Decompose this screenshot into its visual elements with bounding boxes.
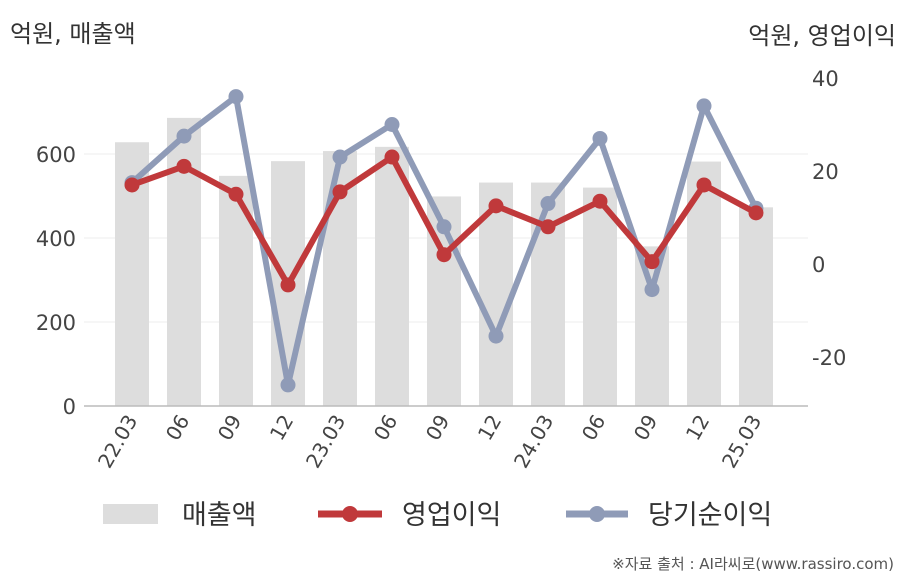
x-tick-label: 12 (473, 411, 507, 445)
right-tick-label: 0 (812, 253, 825, 277)
point-당기순이익-8 (540, 196, 556, 212)
point-당기순이익-11 (696, 98, 712, 114)
point-당기순이익-7 (488, 328, 504, 344)
point-당기순이익-2 (228, 89, 244, 105)
point-당기순이익-6 (436, 219, 452, 235)
legend-label-line-0: 영업이익 (402, 500, 501, 531)
point-영업이익-11 (696, 177, 712, 193)
bar-25.03 (739, 207, 773, 406)
source-credit: ※자료 출처 : AI라씨로(www.rassiro.com) (612, 555, 894, 573)
point-영업이익-0 (124, 177, 140, 193)
legend-label-bar: 매출액 (182, 500, 257, 531)
x-tick-label: 24.03 (509, 411, 558, 473)
point-당기순이익-3 (280, 377, 296, 393)
point-영업이익-12 (748, 205, 764, 221)
right-axis-unit-label: 억원, 영업이익 (748, 22, 896, 50)
point-영업이익-6 (436, 247, 452, 263)
point-당기순이익-4 (332, 149, 348, 165)
x-tick-label: 25.03 (717, 411, 766, 473)
point-영업이익-5 (384, 149, 400, 165)
point-영업이익-4 (332, 184, 348, 200)
x-tick-label: 06 (369, 411, 403, 445)
point-당기순이익-1 (176, 128, 192, 144)
x-tick-label: 12 (265, 411, 299, 445)
point-영업이익-2 (228, 186, 244, 202)
right-tick-label: 40 (812, 67, 839, 91)
point-당기순이익-10 (644, 282, 660, 298)
right-axis-ticks: -20 0 20 40 (812, 67, 846, 370)
bar-06 (375, 146, 409, 407)
right-tick-label: 20 (812, 160, 839, 184)
left-tick-label: 0 (63, 395, 76, 419)
x-tick-label: 23.03 (301, 411, 350, 473)
legend-label-line-1: 당기순이익 (648, 500, 772, 531)
point-당기순이익-9 (592, 130, 608, 146)
x-tick-label: 06 (577, 411, 611, 445)
left-axis-ticks: 0 200 400 600 (36, 143, 76, 419)
left-axis-unit-label: 억원, 매출액 (10, 20, 136, 48)
point-영업이익-1 (176, 158, 192, 174)
point-영업이익-7 (488, 198, 504, 214)
right-tick-label: -20 (812, 346, 846, 370)
bar-group (115, 117, 773, 407)
point-영업이익-8 (540, 219, 556, 235)
left-tick-label: 200 (36, 311, 76, 335)
legend-swatch-marker-1 (589, 506, 605, 522)
x-tick-label: 22.03 (93, 411, 142, 473)
x-tick-label: 09 (421, 411, 455, 445)
bar-06 (583, 187, 617, 406)
x-axis-ticks: 22.03 06 09 12 23.03 06 09 12 24.03 06 09 12 25.03 (93, 411, 766, 473)
point-영업이익-10 (644, 254, 660, 270)
left-tick-label: 400 (36, 227, 76, 251)
legend-swatch-bar (103, 504, 158, 524)
point-영업이익-9 (592, 193, 608, 209)
bar-24.03 (531, 182, 565, 406)
left-tick-label: 600 (36, 143, 76, 167)
legend-swatch-marker-0 (342, 506, 358, 522)
x-tick-label: 09 (629, 411, 663, 445)
bar-09 (635, 246, 669, 406)
legend: 매출액 영업이익 당기순이익 (103, 500, 772, 531)
point-당기순이익-5 (384, 117, 400, 132)
x-tick-label: 06 (161, 411, 195, 445)
x-tick-label: 12 (681, 411, 715, 445)
point-영업이익-3 (280, 277, 296, 293)
line-group (124, 89, 764, 393)
x-tick-label: 09 (213, 411, 247, 445)
